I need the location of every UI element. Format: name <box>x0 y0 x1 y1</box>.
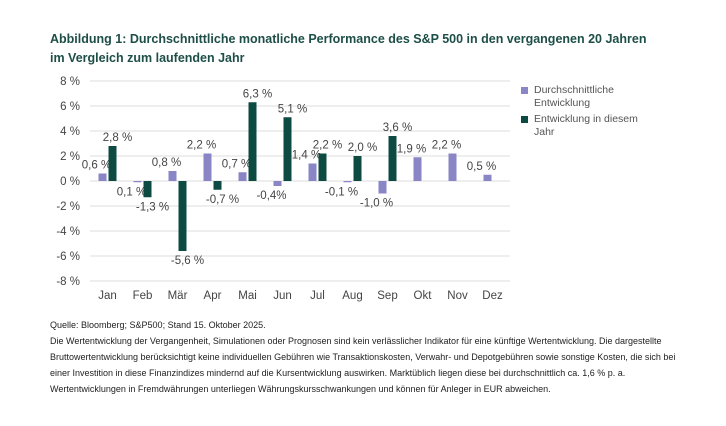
data-label: -5,6 % <box>171 255 204 267</box>
bar-this-year <box>108 146 117 181</box>
data-label: -1,3 % <box>136 201 169 213</box>
legend-item-this-year: Entwicklung in diesem Jahr <box>521 113 661 139</box>
x-tick-label: Jun <box>273 290 292 302</box>
y-tick-label: 0 % <box>60 176 80 188</box>
bar-this-year <box>283 117 292 181</box>
bar-this-year <box>143 181 152 198</box>
bar-average <box>273 181 282 186</box>
data-label: 1,9 % <box>397 143 426 155</box>
bar-average <box>483 174 492 181</box>
data-label: 0,7 % <box>222 158 251 170</box>
data-label: 6,3 % <box>243 88 272 100</box>
data-label: 2,2 % <box>187 140 216 152</box>
x-tick-label: Apr <box>204 290 222 302</box>
bar-average <box>413 157 422 181</box>
x-tick-label: Nov <box>447 290 468 302</box>
bar-average <box>98 173 107 181</box>
y-tick-label: 4 % <box>60 126 80 138</box>
source-note: Quelle: Bloomberg; S&P500; Stand 15. Okt… <box>50 320 266 330</box>
bar-this-year <box>353 156 362 181</box>
bar-this-year <box>178 181 187 251</box>
data-label: -0,1 % <box>325 186 358 198</box>
data-label: 0,1 % <box>117 186 146 198</box>
data-label: 2,2 % <box>313 140 342 152</box>
x-tick-label: Dez <box>482 290 503 302</box>
bar-average <box>168 171 177 181</box>
bar-this-year <box>388 136 397 181</box>
disclaimer: Die Wertentwicklung der Vergangenheit, S… <box>50 336 676 394</box>
data-label: 0,5 % <box>467 161 496 173</box>
y-tick-label: -4 % <box>56 226 80 238</box>
bar-average <box>133 181 142 183</box>
y-tick-label: -8 % <box>56 276 80 288</box>
data-label: -1,0 % <box>360 198 393 210</box>
data-label: 0,8 % <box>152 157 181 169</box>
bar-average <box>238 172 247 181</box>
data-label: -0,7 % <box>206 194 239 206</box>
x-tick-label: Jan <box>98 290 117 302</box>
legend-swatch <box>521 87 528 94</box>
bar-this-year <box>318 153 327 181</box>
data-label: 3,6 % <box>383 122 412 134</box>
legend-label: Durchschnittliche Entwicklung <box>534 84 614 109</box>
bar-average <box>378 181 387 194</box>
bar-this-year <box>213 181 222 190</box>
x-tick-label: Mär <box>168 290 188 302</box>
chart-title: Abbildung 1: Durchschnittliche monatlich… <box>50 32 647 65</box>
x-tick-label: Jul <box>310 290 325 302</box>
legend-item-average: Durchschnittliche Entwicklung <box>521 84 661 110</box>
x-tick-label: Mai <box>238 290 257 302</box>
data-label: 2,0 % <box>348 142 377 154</box>
y-tick-label: -2 % <box>56 201 80 213</box>
bar-average <box>308 163 317 181</box>
legend: Durchschnittliche Entwicklung Entwicklun… <box>521 84 661 142</box>
x-tick-label: Aug <box>342 290 362 302</box>
legend-swatch <box>521 116 528 123</box>
data-label: 2,2 % <box>432 140 461 152</box>
data-label: 1,4 % <box>292 150 321 162</box>
bar-average <box>203 153 212 181</box>
legend-label: Entwicklung in diesem Jahr <box>534 113 638 138</box>
data-label: 5,1 % <box>278 103 307 115</box>
x-tick-label: Sep <box>377 290 397 302</box>
data-label: -0,4% <box>256 190 286 202</box>
data-label: 2,8 % <box>103 132 132 144</box>
x-tick-label: Okt <box>414 290 433 302</box>
bar-average <box>343 181 352 183</box>
footnote: Quelle: Bloomberg; S&P500; Stand 15. Okt… <box>50 317 690 397</box>
bar-average <box>448 153 457 181</box>
y-tick-label: 6 % <box>60 101 80 113</box>
data-label: 0,6 % <box>82 160 111 172</box>
y-tick-label: 2 % <box>60 151 80 163</box>
x-tick-label: Feb <box>133 290 153 302</box>
y-tick-label: -6 % <box>56 251 80 263</box>
bar-this-year <box>248 102 257 181</box>
y-tick-label: 8 % <box>60 76 80 88</box>
